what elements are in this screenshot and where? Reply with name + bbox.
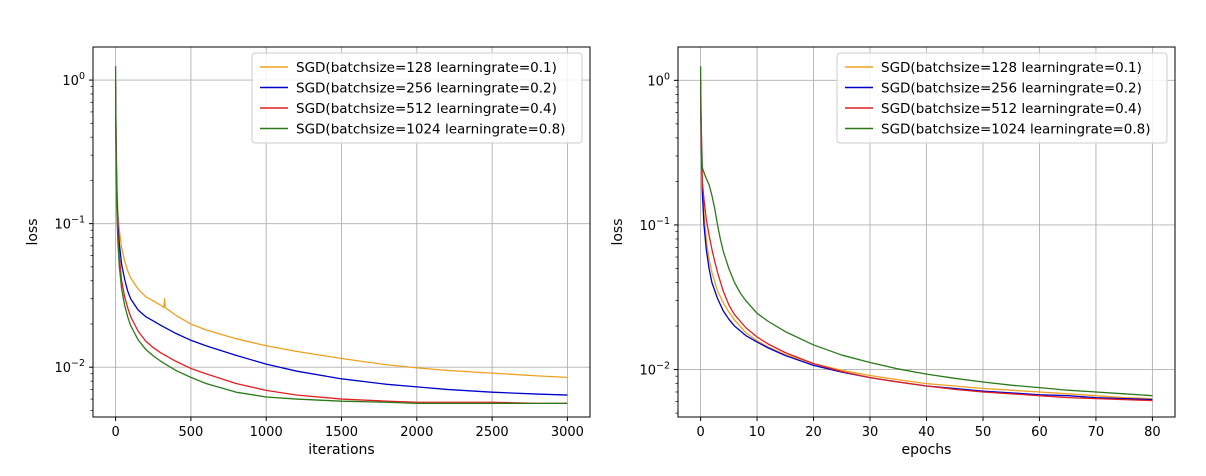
y-tick-label: 10−2 — [639, 361, 670, 379]
legend-label: SGD(batchsize=128 learningrate=0.1) — [881, 60, 1142, 76]
legend: SGD(batchsize=128 learningrate=0.1) SGD(b… — [251, 52, 583, 144]
legend-label: SGD(batchsize=512 learningrate=0.4) — [881, 101, 1142, 117]
x-tick-label: 1500 — [325, 425, 358, 440]
series-line-2 — [114, 80, 568, 405]
x-tick-label: 3000 — [551, 425, 584, 440]
x-tick-label: 500 — [178, 425, 203, 440]
legend-label: SGD(batchsize=1024 learningrate=0.8) — [296, 122, 566, 138]
legend-frame — [251, 52, 583, 144]
y-axis: 100 10−1 10−2 — [54, 71, 93, 411]
legend-label: SGD(batchsize=256 learningrate=0.2) — [296, 81, 557, 97]
series-line-1 — [114, 86, 568, 396]
series-line-2 — [699, 80, 1153, 402]
series-group — [114, 66, 568, 405]
x-axis-label: epochs — [902, 442, 952, 458]
y-tick-label: 100 — [62, 71, 85, 89]
y-axis-label: loss — [610, 218, 626, 245]
y-axis-label: loss — [25, 218, 41, 245]
y-tick-label: 10−1 — [54, 215, 85, 233]
series-line-0 — [114, 86, 568, 378]
legend-frame — [836, 52, 1168, 144]
epochs-loss-plot: 0 10 20 30 40 50 60 70 80 100 10−1 10−2 epochs loss SG… — [610, 46, 1176, 458]
x-axis: 0 10 20 30 40 50 60 70 80 — [696, 417, 1161, 440]
y-tick-label: 10−2 — [54, 358, 85, 376]
x-tick-label: 70 — [1088, 425, 1105, 440]
x-tick-label: 50 — [975, 425, 992, 440]
x-tick-label: 2500 — [476, 425, 509, 440]
y-axis: 100 10−1 10−2 — [639, 71, 678, 414]
y-tick-label: 10−1 — [639, 216, 670, 234]
x-tick-label: 60 — [1031, 425, 1048, 440]
x-tick-label: 80 — [1144, 425, 1161, 440]
legend-label: SGD(batchsize=512 learningrate=0.4) — [296, 101, 557, 117]
legend-label: SGD(batchsize=1024 learningrate=0.8) — [881, 122, 1151, 138]
x-tick-label: 40 — [918, 425, 935, 440]
x-tick-label: 30 — [862, 425, 879, 440]
x-tick-label: 0 — [111, 425, 119, 440]
y-tick-label: 100 — [647, 71, 670, 89]
series-line-1 — [699, 86, 1153, 401]
legend-label: SGD(batchsize=128 learningrate=0.1) — [296, 60, 557, 76]
x-tick-label: 2000 — [400, 425, 433, 440]
series-line-3 — [114, 66, 568, 405]
legend-label: SGD(batchsize=256 learningrate=0.2) — [881, 81, 1142, 97]
x-axis-label: iterations — [308, 442, 374, 458]
legend: SGD(batchsize=128 learningrate=0.1) SGD(b… — [836, 52, 1168, 144]
series-group — [699, 66, 1153, 402]
iterations-loss-plot: 0 500 1000 1500 2000 2500 3000 100 10−1 10−2 itera… — [25, 46, 591, 458]
x-tick-label: 20 — [805, 425, 822, 440]
series-line-0 — [699, 86, 1153, 400]
x-tick-label: 1000 — [250, 425, 283, 440]
x-tick-label: 10 — [749, 425, 766, 440]
x-tick-label: 0 — [696, 425, 704, 440]
series-line-3 — [699, 66, 1153, 397]
x-axis: 0 500 1000 1500 2000 2500 3000 — [111, 417, 584, 440]
